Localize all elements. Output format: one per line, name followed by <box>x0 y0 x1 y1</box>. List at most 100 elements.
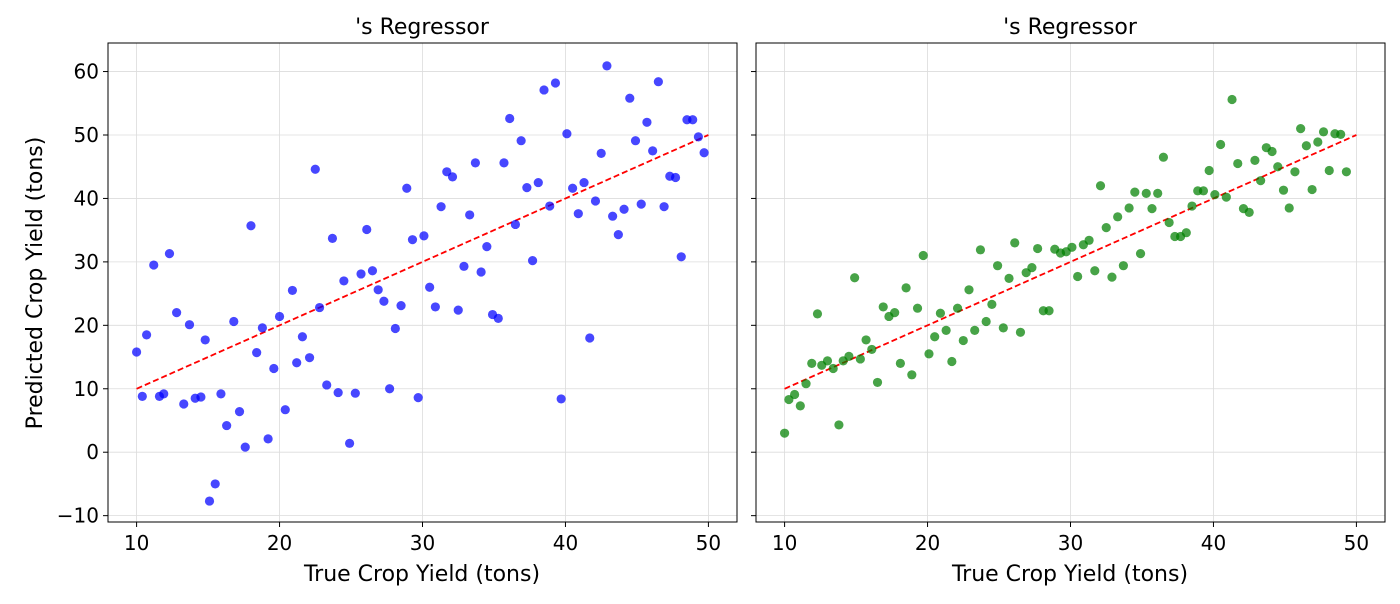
data-point <box>1101 223 1111 233</box>
data-point <box>137 391 147 401</box>
right-scatter-panel: 10 20 30 40 50 's Regressor True Crop Yield (t… <box>751 15 1386 587</box>
data-point <box>210 479 220 489</box>
data-point <box>1118 261 1128 271</box>
x-tick-label: 50 <box>696 531 721 555</box>
x-tick-label: 10 <box>772 531 797 555</box>
data-point <box>373 285 383 295</box>
data-point <box>1273 162 1283 172</box>
data-point <box>1044 306 1054 316</box>
data-point <box>476 267 486 277</box>
data-point <box>573 209 583 219</box>
data-point <box>585 333 595 343</box>
ideal-fit-line <box>784 134 1357 390</box>
data-point <box>263 434 273 444</box>
data-point <box>625 93 635 103</box>
x-axis-label: True Crop Yield (tons) <box>951 562 1188 587</box>
data-point <box>304 353 315 363</box>
data-point <box>795 401 805 411</box>
data-point <box>596 148 606 158</box>
data-point <box>413 393 423 403</box>
y-tick-label: 20 <box>74 313 99 337</box>
data-point <box>419 231 429 241</box>
data-point <box>482 242 492 252</box>
data-point <box>568 183 578 193</box>
data-point <box>822 356 833 366</box>
data-point <box>367 266 378 276</box>
data-point <box>699 148 709 158</box>
data-point <box>855 354 865 364</box>
data-point <box>1084 235 1094 245</box>
x-tick-label: 30 <box>1058 531 1083 555</box>
data-point <box>895 358 905 368</box>
data-point <box>510 219 521 230</box>
data-point <box>1027 262 1037 273</box>
data-point <box>339 276 349 286</box>
data-point <box>924 349 934 359</box>
data-point <box>1153 188 1163 198</box>
data-point <box>975 245 986 255</box>
data-point <box>789 389 800 400</box>
data-point <box>465 210 475 220</box>
x-tick-label: 20 <box>915 531 940 555</box>
data-point <box>1187 201 1197 211</box>
data-point <box>964 285 974 295</box>
data-point <box>1164 217 1174 228</box>
data-point <box>872 377 883 388</box>
left-scatter-panel: 10 20 30 40 50 −10 0 10 20 30 40 50 60 's Regressor Tr… <box>57 15 738 587</box>
data-point <box>425 282 435 292</box>
data-point <box>447 172 458 182</box>
chart-title: 's Regressor <box>355 15 490 40</box>
data-point <box>1067 242 1077 252</box>
data-point <box>269 363 279 374</box>
data-point <box>172 308 182 318</box>
data-point <box>779 428 790 438</box>
data-point <box>834 420 844 430</box>
data-point <box>1301 141 1311 151</box>
data-point <box>196 392 206 402</box>
data-point <box>1033 243 1043 254</box>
data-point <box>935 308 946 318</box>
data-point <box>890 308 900 318</box>
data-point <box>234 407 245 417</box>
data-point <box>1336 129 1346 139</box>
data-point <box>653 77 663 87</box>
data-point <box>505 113 515 124</box>
data-point <box>812 309 823 319</box>
data-point <box>602 61 612 71</box>
data-point <box>1307 184 1317 195</box>
data-point <box>659 202 669 212</box>
data-point <box>402 183 412 193</box>
data-point <box>356 269 366 279</box>
data-point <box>630 136 641 146</box>
data-point <box>430 302 440 312</box>
data-point <box>619 204 629 214</box>
data-point <box>590 196 601 206</box>
data-point <box>344 438 355 448</box>
data-point <box>240 442 250 452</box>
data-point <box>159 389 169 399</box>
data-point <box>1296 124 1306 134</box>
data-point <box>676 252 686 262</box>
y-tick-label: 30 <box>74 250 99 274</box>
data-point <box>912 303 923 313</box>
data-point <box>608 211 618 221</box>
data-point <box>1130 187 1140 197</box>
y-tick-label: −10 <box>57 504 99 528</box>
x-tick-label: 50 <box>1344 531 1369 555</box>
data-point <box>562 129 572 139</box>
data-point <box>901 283 911 293</box>
data-point <box>987 299 997 309</box>
data-point <box>1267 146 1277 157</box>
data-point <box>131 347 142 357</box>
data-point <box>470 158 480 168</box>
y-axis-label: Predicted Crop Yield (tons) <box>23 137 48 430</box>
data-point <box>314 302 325 313</box>
data-point <box>257 323 267 333</box>
data-point <box>362 224 372 235</box>
data-point <box>941 325 951 335</box>
data-point <box>200 335 210 345</box>
data-point <box>1124 203 1134 213</box>
x-tick-label: 30 <box>410 531 435 555</box>
data-point <box>1181 228 1191 238</box>
